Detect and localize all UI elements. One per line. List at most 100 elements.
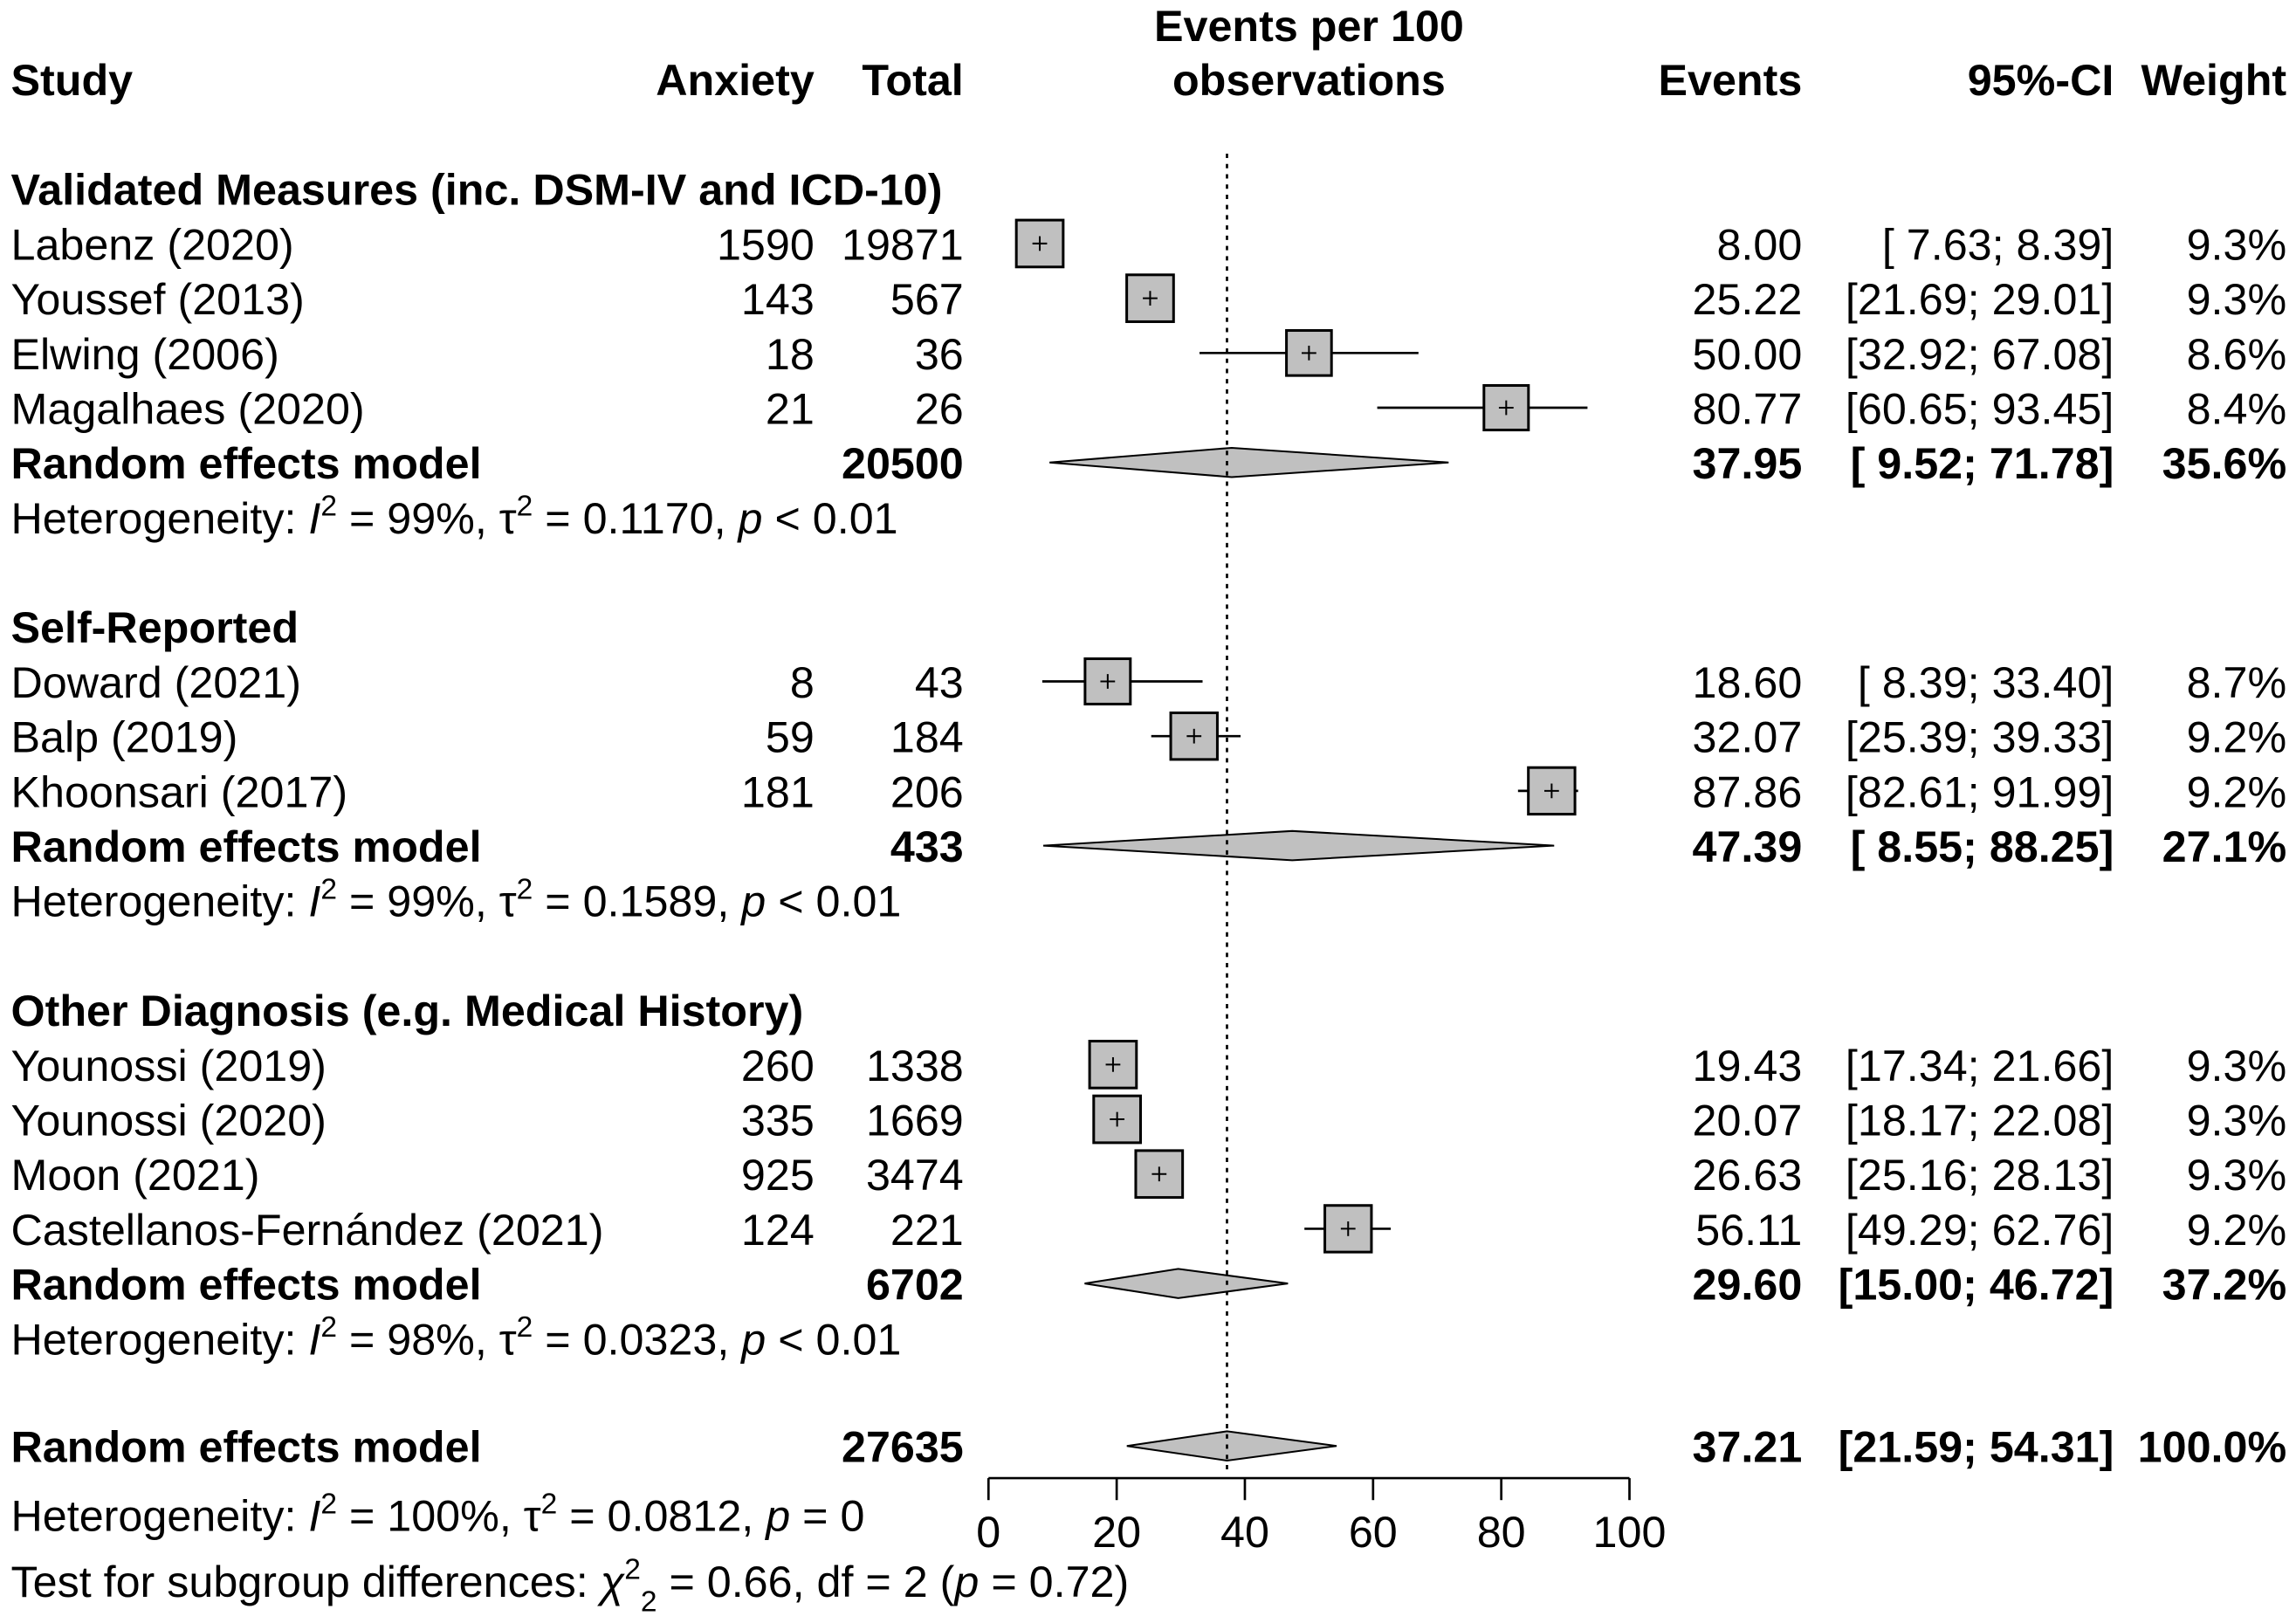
group-model-2-diamond <box>1084 1268 1289 1299</box>
study-total-0-3: 26 <box>915 383 964 433</box>
study-events-0-1: 25.22 <box>1693 274 1803 324</box>
study-name-0-1: Youssef (2013) <box>11 274 305 324</box>
study-anxiety-0-1: 143 <box>741 274 815 324</box>
overall-model-diamond <box>1126 1430 1337 1461</box>
study-events-1-2: 87.86 <box>1693 767 1803 816</box>
study-anxiety-2-0: 260 <box>741 1041 815 1090</box>
group-model-0-total: 20500 <box>842 438 964 488</box>
study-weight-1-2: 9.2% <box>2187 767 2287 816</box>
study-events-2-2: 26.63 <box>1693 1150 1803 1200</box>
group-model-1-ci: [ 8.55; 88.25] <box>1851 822 2114 871</box>
study-name-2-0: Younossi (2019) <box>11 1041 327 1090</box>
study-events-1-0: 18.60 <box>1693 657 1803 707</box>
group-model-2-weight: 37.2% <box>2162 1260 2287 1310</box>
overall-model-events: 37.21 <box>1693 1422 1803 1472</box>
header-weight: Weight <box>2141 55 2287 105</box>
group-title-2: Other Diagnosis (e.g. Medical History) <box>11 986 804 1035</box>
study-total-2-2: 3474 <box>866 1150 964 1200</box>
header-anxiety: Anxiety <box>656 55 815 105</box>
overall-heterogeneity: Heterogeneity: I2 = 100%, τ2 = 0.0812, p… <box>11 1488 865 1540</box>
study-total-0-1: 567 <box>890 274 964 324</box>
group-model-0-events: 37.95 <box>1693 438 1803 488</box>
study-weight-2-2: 9.3% <box>2187 1150 2287 1200</box>
group-model-1-total: 433 <box>890 822 964 871</box>
study-total-2-0: 1338 <box>866 1041 964 1090</box>
overall-model-total: 27635 <box>842 1422 964 1472</box>
group-model-0-diamond <box>1049 446 1449 478</box>
group-model-0-weight: 35.6% <box>2162 438 2287 488</box>
group-model-2-ci: [15.00; 46.72] <box>1839 1260 2114 1310</box>
study-weight-2-1: 9.3% <box>2187 1095 2287 1145</box>
group-model-1-events: 47.39 <box>1693 822 1803 871</box>
x-tick-label-5: 100 <box>1593 1507 1667 1557</box>
study-ci-1-0: [ 8.39; 33.40] <box>1858 657 2114 707</box>
study-ci-2-3: [49.29; 62.76] <box>1846 1205 2114 1255</box>
group-model-1-label: Random effects model <box>11 822 482 871</box>
study-name-0-3: Magalhaes (2020) <box>11 383 365 433</box>
study-name-2-3: Castellanos-Fernández (2021) <box>11 1205 604 1255</box>
study-anxiety-1-2: 181 <box>741 767 815 816</box>
study-square-0-2 <box>1285 329 1333 377</box>
group-heterogeneity-1: Heterogeneity: I2 = 99%, τ2 = 0.1589, p … <box>11 874 902 926</box>
group-title-0: Validated Measures (inc. DSM-IV and ICD-… <box>11 165 943 215</box>
study-total-1-1: 184 <box>890 712 964 762</box>
subgroup-test: Test for subgroup differences: χ22 = 0.6… <box>11 1554 1130 1619</box>
study-events-2-1: 20.07 <box>1693 1095 1803 1145</box>
x-tick-label-3: 60 <box>1349 1507 1398 1557</box>
study-anxiety-1-0: 8 <box>790 657 815 707</box>
study-events-0-2: 50.00 <box>1693 329 1803 379</box>
header-events: Events <box>1658 55 1802 105</box>
group-model-1-diamond <box>1042 829 1555 862</box>
study-anxiety-0-2: 18 <box>766 329 815 379</box>
study-events-2-3: 56.11 <box>1695 1205 1802 1255</box>
study-weight-0-3: 8.4% <box>2187 383 2287 433</box>
study-events-2-0: 19.43 <box>1693 1041 1803 1090</box>
study-total-2-3: 221 <box>890 1205 964 1255</box>
study-name-1-2: Khoonsari (2017) <box>11 767 348 816</box>
study-anxiety-1-1: 59 <box>766 712 815 762</box>
group-model-0-ci: [ 9.52; 71.78] <box>1851 438 2114 488</box>
group-model-2-events: 29.60 <box>1693 1260 1803 1310</box>
study-name-2-1: Younossi (2020) <box>11 1095 327 1145</box>
header-ci: 95%-CI <box>1968 55 2114 105</box>
overall-model-ci: [21.59; 54.31] <box>1839 1422 2114 1472</box>
study-total-0-2: 36 <box>915 329 964 379</box>
study-ci-2-1: [18.17; 22.08] <box>1846 1095 2114 1145</box>
x-tick-label-2: 40 <box>1220 1507 1269 1557</box>
study-total-2-1: 1669 <box>866 1095 964 1145</box>
study-ci-2-0: [17.34; 21.66] <box>1846 1041 2114 1090</box>
study-square-1-0 <box>1083 657 1132 705</box>
header-total: Total <box>862 55 963 105</box>
study-ci-1-2: [82.61; 91.99] <box>1846 767 2114 816</box>
x-tick-label-1: 20 <box>1092 1507 1141 1557</box>
study-ci-1-1: [25.39; 39.33] <box>1846 712 2114 762</box>
group-model-1-weight: 27.1% <box>2162 822 2287 871</box>
study-name-1-0: Doward (2021) <box>11 657 301 707</box>
study-weight-1-0: 8.7% <box>2187 657 2287 707</box>
study-weight-0-2: 8.6% <box>2187 329 2287 379</box>
study-weight-0-1: 9.3% <box>2187 274 2287 324</box>
overall-model-label: Random effects model <box>11 1422 482 1472</box>
study-weight-2-0: 9.3% <box>2187 1041 2287 1090</box>
study-events-0-0: 8.00 <box>1716 219 1802 269</box>
study-ci-0-3: [60.65; 93.45] <box>1846 383 2114 433</box>
study-ci-2-2: [25.16; 28.13] <box>1846 1150 2114 1200</box>
x-tick-label-4: 80 <box>1477 1507 1526 1557</box>
study-total-0-0: 19871 <box>842 219 964 269</box>
header-study: Study <box>11 55 134 105</box>
group-model-2-label: Random effects model <box>11 1260 482 1310</box>
group-model-2-total: 6702 <box>866 1260 964 1310</box>
study-name-0-0: Labenz (2020) <box>11 219 294 269</box>
group-heterogeneity-2: Heterogeneity: I2 = 98%, τ2 = 0.0323, p … <box>11 1311 902 1364</box>
x-tick-label-0: 0 <box>976 1507 1000 1557</box>
study-ci-0-0: [ 7.63; 8.39] <box>1882 219 2114 269</box>
study-total-1-2: 206 <box>890 767 964 816</box>
study-events-0-3: 80.77 <box>1693 383 1803 433</box>
study-name-0-2: Elwing (2006) <box>11 329 279 379</box>
group-title-1: Self-Reported <box>11 602 299 652</box>
chart-title-line-2: observations <box>1172 55 1446 105</box>
chart-title-line-1: Events per 100 <box>1154 1 1464 51</box>
study-name-1-1: Balp (2019) <box>11 712 238 762</box>
study-anxiety-2-1: 335 <box>741 1095 815 1145</box>
